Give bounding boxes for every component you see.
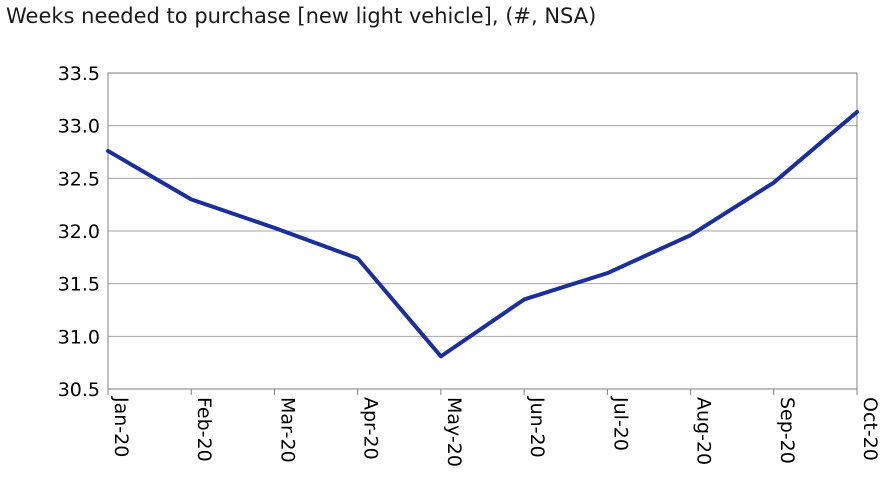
series-line (106, 109, 859, 359)
y-tick-label: 31.0 (58, 326, 100, 348)
x-tick-label: Feb-20 (193, 397, 215, 462)
y-tick-label: 31.5 (58, 274, 100, 296)
y-tick-label: 30.5 (58, 379, 100, 401)
x-tick-label: May-20 (443, 397, 465, 467)
plot-area-border (107, 72, 858, 390)
x-axis-ticks: Jan-20 Feb-20 Mar-20 Apr-20 May-20 Jun-20 Jul-… (107, 389, 880, 467)
x-tick-label: Jan-20 (110, 396, 132, 457)
x-tick-label: Sep-20 (776, 397, 798, 464)
x-tick-label: Mar-20 (276, 397, 298, 463)
x-tick-label: Oct-20 (859, 397, 880, 461)
y-tick-label: 33.5 (58, 63, 100, 85)
x-tick-label: Aug-20 (693, 397, 715, 465)
chart-title: Weeks needed to purchase [new light vehi… (6, 4, 597, 28)
y-tick-label: 32.5 (58, 168, 100, 190)
y-tick-label: 33.0 (58, 116, 100, 138)
x-tick-label: Jul-20 (609, 396, 631, 451)
y-axis-ticks: 30.5 31.0 31.5 32.0 32.5 33.0 33.5 (58, 63, 100, 401)
gridlines (108, 72, 857, 390)
x-tick-label: Jun-20 (526, 396, 548, 458)
x-tick-label: Apr-20 (360, 397, 382, 460)
y-tick-label: 32.0 (58, 221, 100, 243)
